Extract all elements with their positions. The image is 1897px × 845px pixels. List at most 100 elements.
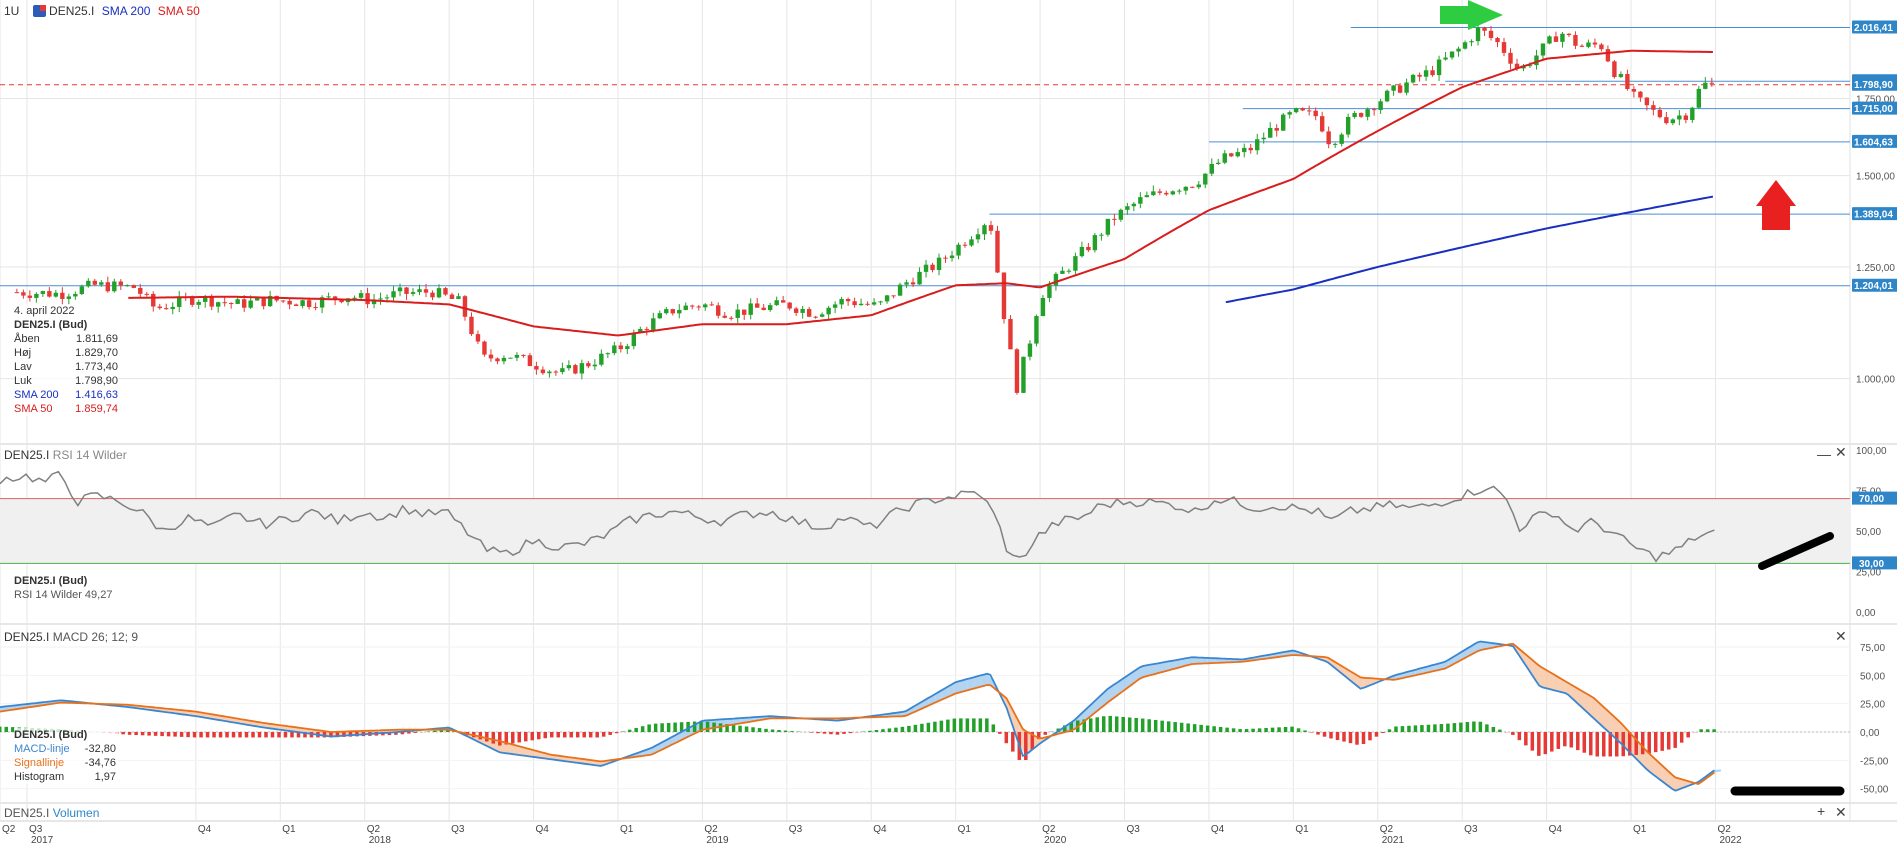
macd-fill [1552,673,1559,692]
macd-histogram-bar [1426,724,1431,732]
candle-body [527,355,533,367]
rsi-minimize-button[interactable]: — [1817,446,1831,462]
candle-body [884,295,890,302]
macd-histogram-bar [1303,730,1307,732]
macd-histogram-bar [1640,732,1645,755]
candle-body [1118,209,1124,220]
candle-body [573,365,578,374]
time-tick-label: Q1 [282,824,296,835]
macd-histogram-bar [498,732,502,746]
macd-histogram-bar [1063,725,1067,732]
candle-body [1573,35,1578,46]
macd-histogram-bar [1186,723,1190,732]
level-tag [1852,134,1897,148]
candle-body [1319,116,1325,132]
period-label[interactable]: 1U [4,4,20,18]
macd-histogram-bar [1173,722,1177,732]
candle-body [612,345,617,354]
candle-body [125,285,130,287]
candle-body [53,292,59,297]
candle-body [1190,186,1195,188]
candle-body [177,296,182,307]
macd-histogram-bar [290,732,294,738]
level-tag-label: 1.204,01 [1854,281,1893,292]
macd-histogram-bar [640,726,645,732]
macd-legend: DEN25.I (Bud) MACD-linje -32,80 Signallin… [14,728,118,784]
rsi-tick-label: 100,00 [1856,446,1887,457]
candle-body [196,301,201,305]
macd-histogram-bar [1264,728,1268,732]
macd-histogram-bar [1127,717,1132,732]
candle-body [703,304,708,308]
macd-histogram-bar [446,729,450,732]
macd-histogram-bar [1342,732,1346,742]
macd-fill [954,680,962,694]
macd-histogram-bar [848,732,853,734]
candle-body [1436,59,1442,76]
chart-header: 1U DEN25.I SMA 200 SMA 50 [4,4,200,18]
candle-body [1514,63,1520,69]
candle-body [923,264,929,272]
candle-body [969,239,974,246]
candle-body [14,292,20,294]
macd-histogram-bar [186,732,190,738]
macd-histogram-bar [1108,715,1112,732]
level-tag-label: 1.715,00 [1854,104,1893,115]
candle-body [982,225,987,235]
candle-body [1391,85,1396,91]
candle-body [677,309,682,314]
macd-histogram-bar [1088,718,1093,732]
macd-histogram-bar [511,732,515,744]
macd-histogram-bar [1394,726,1398,732]
sma200-line [1225,195,1714,304]
year-tick-label: 2019 [706,835,729,845]
rsi-band-tag-label: 30,00 [1859,559,1884,570]
macd-histogram-bar [1627,732,1632,756]
candle-body [1079,246,1085,257]
macd-fill [1149,663,1156,676]
rsi-legend-row: RSI 14 Wilder 49,27 [14,589,113,601]
macd-histogram-bar [608,732,612,735]
macd-histogram-bar [1082,719,1086,732]
sma200-label[interactable]: SMA 200 [101,4,151,18]
macd-histogram-bar [998,732,1002,734]
candle-body [917,271,922,285]
macd-histogram-bar [1322,732,1327,737]
macd-fill [1480,641,1488,651]
candle-body [1677,115,1682,120]
candle-body [605,353,611,355]
macd-histogram-bar [1238,729,1242,732]
macd-close-button[interactable]: ✕ [1835,628,1847,644]
candle-body [1631,88,1637,92]
candle-body [1021,356,1026,393]
volume-close-button[interactable]: ✕ [1835,804,1847,820]
time-tick-label: Q2 [704,824,718,835]
macd-histogram-bar [1433,724,1437,732]
macd-histogram-bar [1037,732,1041,740]
candle-body [365,293,370,305]
macd-histogram-bar [1004,732,1009,744]
candle-body [910,282,916,285]
time-tick-label: Q1 [958,824,972,835]
macd-histogram-bar [965,718,970,732]
macd-histogram-bar [413,732,418,733]
candle-body [1625,74,1630,89]
macd-histogram-bar [926,722,931,732]
candle-body [190,297,195,305]
rsi-close-button[interactable]: ✕ [1835,444,1847,460]
candle-body [1183,186,1188,191]
candle-body [1345,116,1351,135]
volume-add-button[interactable]: + [1817,803,1826,819]
candle-body [1086,246,1091,251]
symbol-label[interactable]: DEN25.I [49,4,95,18]
macd-histogram-bar [1699,729,1703,732]
candle-body [40,291,46,294]
sma50-label[interactable]: SMA 50 [157,4,200,18]
year-tick-label: 2022 [1719,835,1742,845]
time-tick-label: Q4 [1211,824,1225,835]
candle-body [1047,285,1052,298]
candle-body [1138,197,1143,204]
rsi-tick-label: 25,00 [1856,568,1881,579]
time-tick-label: Q4 [536,824,550,835]
